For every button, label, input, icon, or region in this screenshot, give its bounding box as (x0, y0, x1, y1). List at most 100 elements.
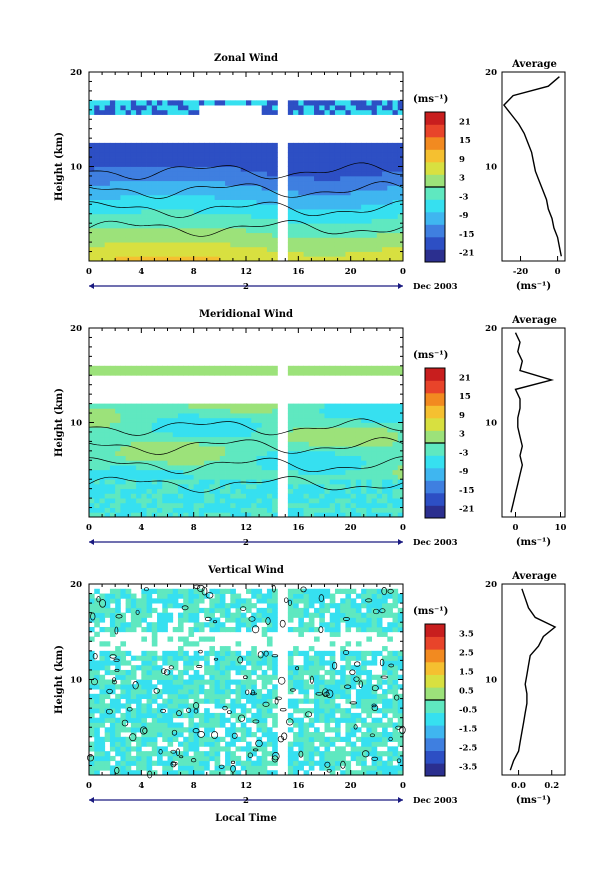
heatmap-cell (141, 100, 147, 106)
heatmap-cell (115, 717, 121, 723)
heatmap-cell (99, 450, 106, 456)
heatmap-cell (151, 708, 158, 714)
heatmap-cell (266, 100, 273, 106)
heatmap-cell (177, 431, 184, 438)
heatmap-cell (340, 166, 346, 172)
heatmap-cell (235, 736, 242, 742)
heatmap-cell (146, 422, 153, 428)
heatmap-cell (94, 142, 100, 149)
heatmap-cell (104, 161, 111, 167)
heatmap-cell (94, 370, 100, 376)
colorbar-unit-label: (ms⁻¹) (413, 350, 448, 361)
heatmap-cell (225, 100, 231, 106)
heatmap-cell (366, 180, 372, 186)
heatmap-cell (193, 105, 200, 111)
heatmap-cell (272, 474, 278, 480)
heatmap-cell (120, 727, 127, 733)
heatmap-cell (151, 483, 158, 490)
heatmap-cell (193, 736, 200, 742)
heatmap-cell (183, 765, 189, 771)
heatmap-cell (146, 712, 153, 719)
heatmap-cell (172, 703, 179, 709)
heatmap-cell (340, 157, 346, 163)
heatmap-cell (89, 717, 95, 723)
heatmap-cell (293, 465, 299, 471)
heatmap-cell (214, 598, 221, 604)
heatmap-cell (99, 370, 106, 376)
heatmap-cell (209, 185, 215, 191)
heatmap-cell (371, 655, 378, 661)
heatmap-cell (99, 736, 106, 742)
heatmap-cell (183, 755, 189, 762)
heatmap-cell (177, 669, 184, 676)
heatmap-cell (235, 171, 242, 177)
heatmap-cell (246, 717, 252, 723)
heatmap-cell (314, 732, 320, 738)
heatmap-cell (261, 770, 268, 776)
heatmap-cell (167, 408, 174, 414)
heatmap-cell (183, 598, 189, 604)
heatmap-cell (340, 502, 346, 508)
heatmap-cell (355, 626, 362, 633)
heatmap-cell (355, 770, 362, 776)
heatmap-cell (188, 507, 195, 513)
heatmap-cell (157, 190, 163, 196)
heatmap-cell (361, 166, 367, 172)
heatmap-cell (214, 626, 221, 633)
heatmap-cell (340, 665, 346, 671)
heatmap-cell (136, 190, 142, 196)
heatmap-cell (376, 105, 383, 111)
heatmap-cell (198, 436, 205, 442)
heatmap-cell (125, 679, 132, 685)
heatmap-cell (146, 507, 153, 513)
heatmap-cell (376, 765, 383, 771)
heatmap-cell (287, 741, 294, 747)
heatmap-cell (151, 598, 158, 604)
heatmap-cell (136, 493, 142, 499)
heatmap-cell (235, 227, 242, 234)
heatmap-cell (392, 194, 399, 200)
heatmap-cell (188, 760, 195, 766)
heatmap-cell (157, 674, 163, 680)
heatmap-cell (345, 693, 352, 700)
x-tick-label: 0 (86, 267, 92, 277)
heatmap-cell (376, 161, 383, 167)
heatmap-cell (266, 157, 273, 163)
heatmap-cell (246, 674, 252, 680)
heatmap-cell (125, 465, 132, 471)
heatmap-cell (225, 612, 231, 618)
heatmap-cell (115, 612, 121, 618)
heatmap-cell (89, 408, 95, 414)
heatmap-cell (115, 166, 121, 172)
heatmap-cell (198, 446, 205, 452)
heatmap-cell (308, 242, 315, 248)
heatmap-cell (125, 669, 132, 676)
heatmap-cell (314, 105, 320, 111)
heatmap-cell (183, 427, 189, 433)
heatmap-cell (324, 171, 331, 177)
heatmap-cell (314, 674, 320, 680)
heatmap-cell (151, 674, 158, 680)
heatmap-cell (198, 469, 205, 475)
heatmap-cell (151, 712, 158, 719)
date-marker: 2 (243, 282, 249, 292)
heatmap-cell (89, 223, 95, 229)
heatmap-cells (89, 365, 404, 518)
heatmap-cell (261, 679, 268, 685)
axis-ticks (88, 327, 404, 518)
heatmap-cell (334, 436, 341, 442)
heatmap-cell (246, 185, 252, 191)
heatmap-cell (392, 493, 399, 499)
heatmap-cell (246, 237, 252, 243)
heatmap-cell (151, 157, 158, 163)
heatmap-cell (382, 751, 388, 757)
heatmap-cell (120, 712, 127, 719)
heatmap-cell (366, 588, 372, 594)
heatmap-cell (177, 204, 184, 210)
colorbar-tick-label: -3 (459, 448, 469, 458)
heatmap-cell (130, 669, 137, 676)
heatmap-cell (136, 450, 142, 456)
heatmap-cell (204, 408, 210, 414)
heatmap-cell (141, 237, 147, 243)
heatmap-cell (188, 708, 195, 714)
